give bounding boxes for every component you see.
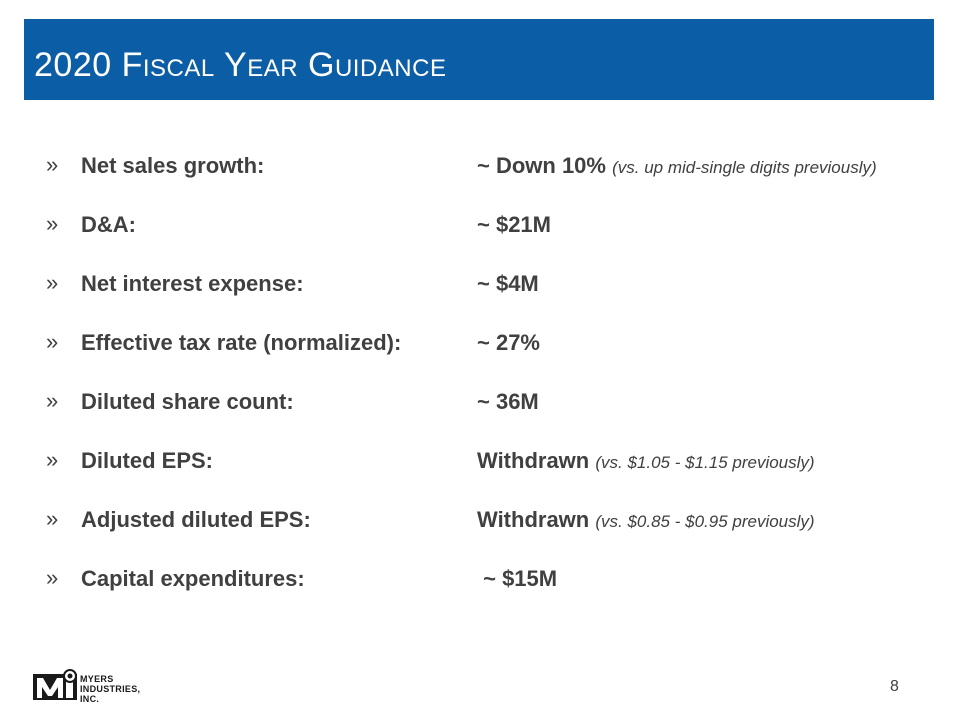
slide-title: 2020 Fiscal Year Guidance	[34, 46, 447, 84]
item-value-group: ~ 27%	[477, 330, 540, 356]
item-note: (vs. up mid-single digits previously)	[612, 158, 877, 177]
logo-mark-icon	[33, 669, 77, 700]
bullet-icon: »	[46, 152, 59, 177]
item-value: ~ Down 10%	[477, 153, 606, 178]
logo-line: INDUSTRIES,	[80, 684, 141, 694]
item-label: Diluted share count:	[81, 389, 294, 414]
list-item: » Diluted EPS: Withdrawn (vs. $1.05 - $1…	[0, 445, 960, 481]
item-label: Capital expenditures:	[81, 566, 305, 591]
item-value-group: ~ $15M	[477, 566, 557, 592]
item-value: ~ $15M	[477, 566, 558, 591]
title-bar: 2020 Fiscal Year Guidance	[24, 19, 934, 100]
list-item: » Effective tax rate (normalized): ~ 27%	[0, 327, 960, 363]
item-value: ~ 36M	[477, 389, 539, 414]
item-label: Adjusted diluted EPS:	[81, 507, 311, 532]
bullet-icon: »	[46, 447, 59, 472]
logo-line: MYERS	[80, 674, 114, 684]
list-item: » Diluted share count: ~ 36M	[0, 386, 960, 422]
bullet-icon: »	[46, 270, 59, 295]
item-value-group: Withdrawn (vs. $1.05 - $1.15 previously)	[477, 448, 815, 474]
item-note: (vs. $0.85 - $0.95 previously)	[595, 512, 815, 531]
list-item: » Adjusted diluted EPS: Withdrawn (vs. $…	[0, 504, 960, 540]
item-value: Withdrawn	[477, 507, 590, 532]
item-value: ~ 27%	[477, 330, 540, 355]
item-note: (vs. $1.05 - $1.15 previously)	[595, 453, 815, 472]
item-value: ~ $21M	[477, 212, 551, 237]
list-item: » Net sales growth: ~ Down 10% (vs. up m…	[0, 150, 960, 186]
bullet-icon: »	[46, 329, 59, 354]
item-value-group: ~ $21M	[477, 212, 551, 238]
item-value-group: ~ $4M	[477, 271, 539, 297]
item-value-group: ~ Down 10% (vs. up mid-single digits pre…	[477, 153, 877, 179]
page-number: 8	[890, 678, 899, 695]
company-logo: MYERS INDUSTRIES, INC.	[33, 668, 148, 704]
logo-line: INC.	[80, 694, 100, 704]
item-value: Withdrawn	[477, 448, 590, 473]
list-item: » Capital expenditures: ~ $15M	[0, 563, 960, 599]
bullet-icon: »	[46, 211, 59, 236]
item-value: ~ $4M	[477, 271, 539, 296]
list-item: » Net interest expense: ~ $4M	[0, 268, 960, 304]
logo-wordmark: MYERS INDUSTRIES, INC.	[80, 674, 140, 704]
bullet-icon: »	[46, 506, 59, 531]
bullet-icon: »	[46, 565, 59, 590]
bullet-icon: »	[46, 388, 59, 413]
item-value-group: ~ 36M	[477, 389, 539, 415]
item-label: Net interest expense:	[81, 271, 304, 296]
item-label: D&A:	[81, 212, 136, 237]
item-value-group: Withdrawn (vs. $0.85 - $0.95 previously)	[477, 507, 815, 533]
item-label: Diluted EPS:	[81, 448, 214, 473]
item-label: Net sales growth:	[81, 153, 265, 178]
item-label: Effective tax rate (normalized):	[81, 330, 402, 355]
list-item: » D&A: ~ $21M	[0, 209, 960, 245]
